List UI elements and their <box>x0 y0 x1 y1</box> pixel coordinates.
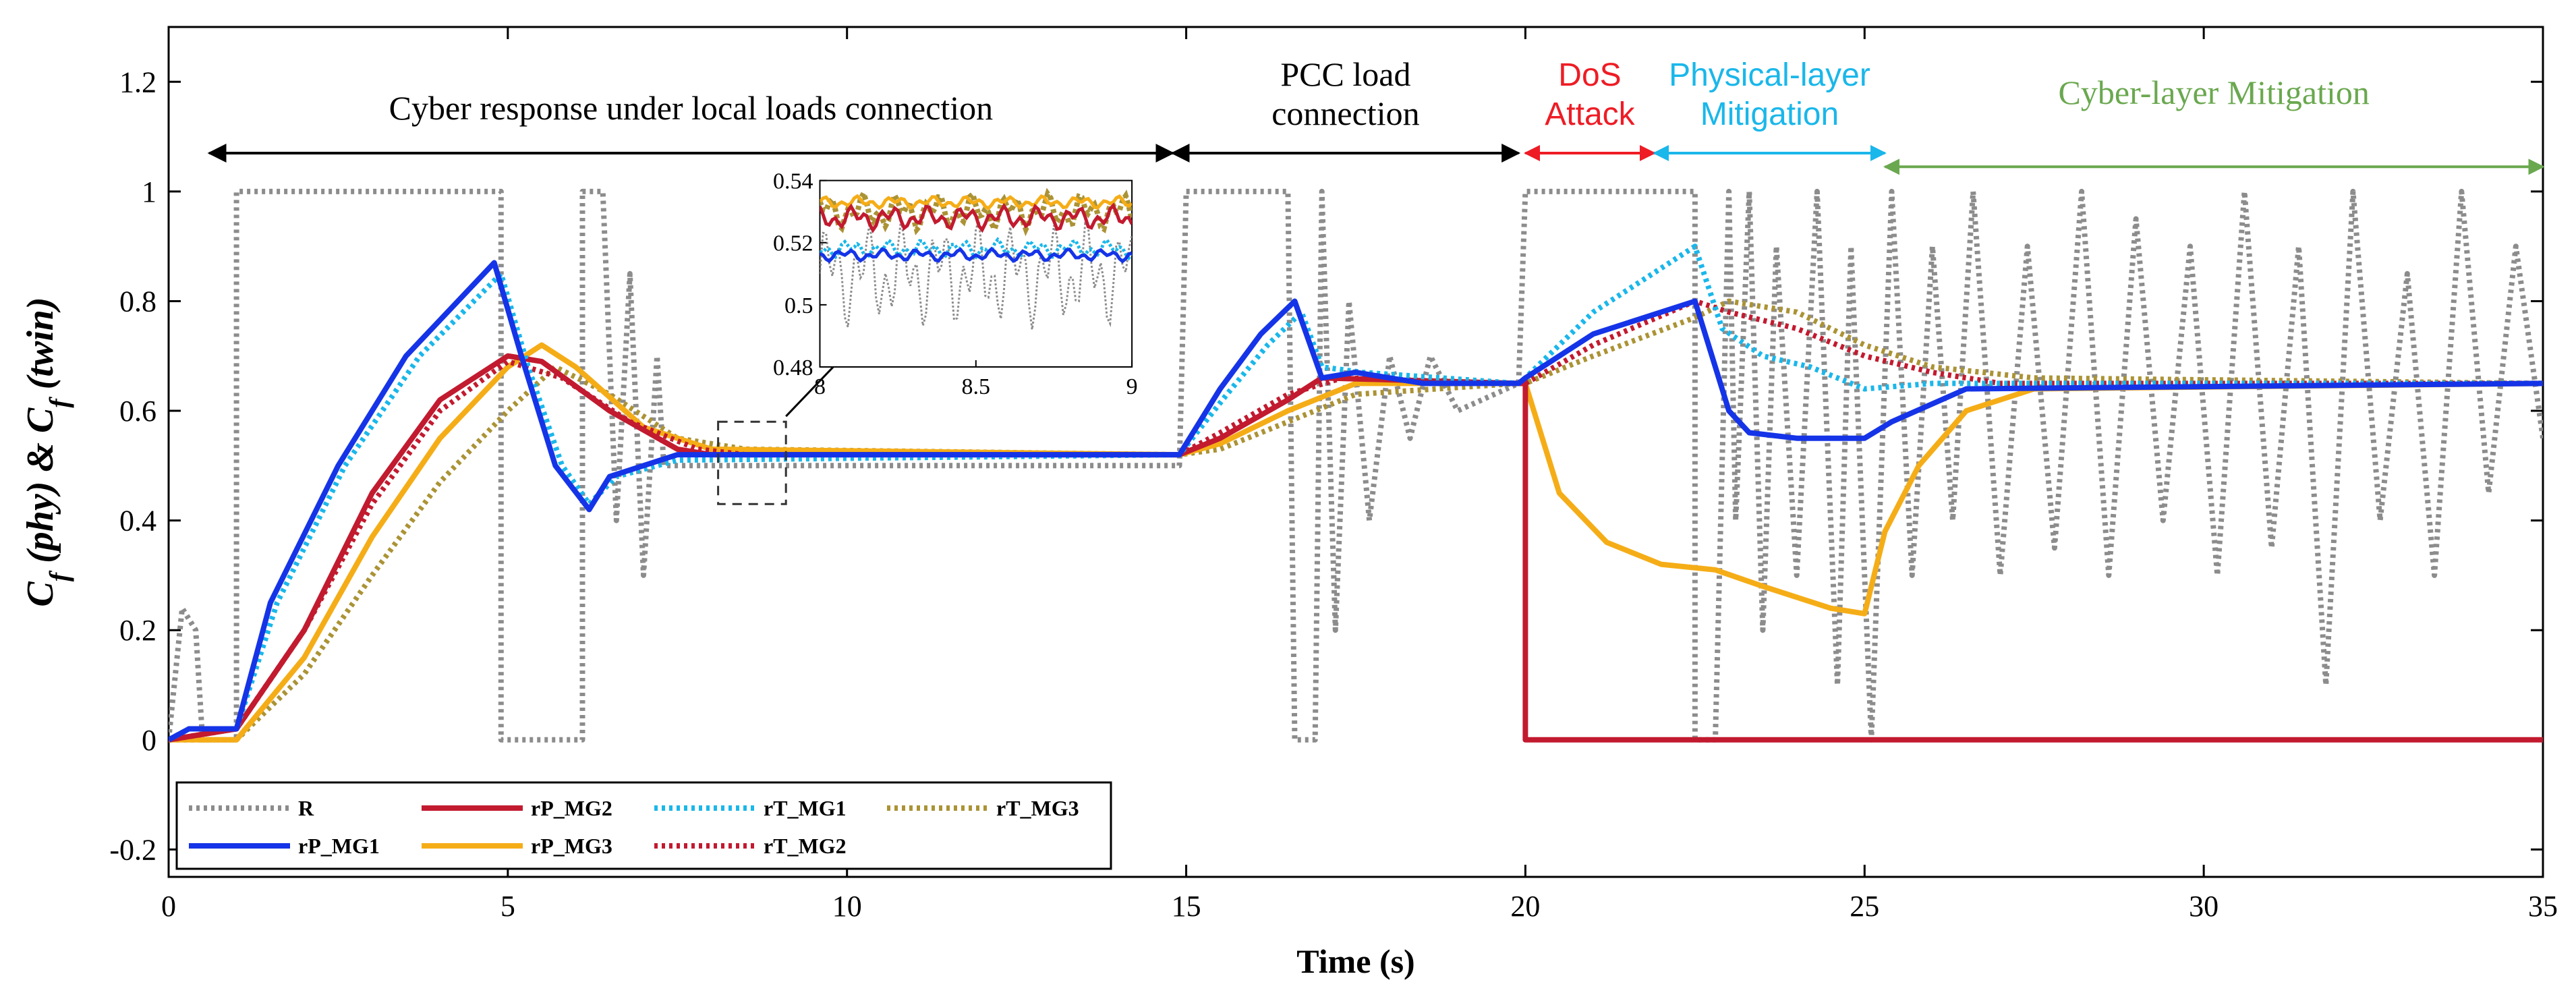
annotation-line: DoS <box>1558 57 1621 93</box>
y-tick-label: 0.8 <box>119 285 156 318</box>
inset-series-rT_MG3 <box>820 186 1133 237</box>
legend-label-rT_MG2: rT_MG2 <box>764 834 847 858</box>
x-tick-label: 35 <box>2528 890 2558 923</box>
inset-x-tick-label: 8 <box>814 374 826 399</box>
annotation-line: Physical-layer <box>1669 57 1870 93</box>
x-tick-label: 0 <box>161 890 176 923</box>
y-tick-label: 1 <box>142 175 156 208</box>
annotation-line: Cyber response under local loads connect… <box>389 89 994 127</box>
inset-series-rP_MG1 <box>820 246 1133 264</box>
annotation-label-phys: Physical-layer Mitigation <box>1669 57 1870 132</box>
annotation-line: PCC load <box>1280 55 1410 93</box>
x-axis-label: Time (s) <box>1296 942 1414 980</box>
zoom-box <box>717 420 787 505</box>
y-axis-label-part: (twin) <box>20 297 61 399</box>
x-tick-label: 30 <box>2189 890 2219 923</box>
series-rT_MG1 <box>169 244 2543 743</box>
series-R <box>169 188 2543 743</box>
inset-series-group <box>820 186 1133 330</box>
y-tick-label: 0.6 <box>119 395 156 428</box>
series-rT_MG3 <box>169 298 2543 743</box>
legend-label-R: R <box>298 796 314 820</box>
legend-label-rT_MG3: rT_MG3 <box>996 796 1079 820</box>
inset-series-rP_MG2 <box>820 202 1133 233</box>
y-tick-label: 0.4 <box>119 505 156 538</box>
series-rP_MG1 <box>169 260 2543 743</box>
inset-x-tick-label: 9 <box>1126 374 1138 399</box>
x-tick-label: 15 <box>1172 890 1201 923</box>
y-tick-label: 0.2 <box>119 614 156 647</box>
legend-label-rP_MG1: rP_MG1 <box>298 834 380 858</box>
series-rP_MG3 <box>169 342 2543 743</box>
annotation-label-local: Cyber response under local loads connect… <box>389 89 994 127</box>
y-axis-label-part: C <box>20 581 61 607</box>
legend-label-rT_MG1: rT_MG1 <box>764 796 847 820</box>
inset-y-tick-label: 0.52 <box>773 231 813 256</box>
plot-frame <box>167 26 2544 878</box>
inset-x-tick-label: 8.5 <box>962 374 991 399</box>
series-group <box>169 188 2543 743</box>
y-tick-label: -0.2 <box>109 833 156 866</box>
y-axis-label-part: (phy) & <box>20 433 61 573</box>
legend-label-rP_MG2: rP_MG2 <box>531 796 612 820</box>
inset-series-rP_MG3 <box>820 194 1133 211</box>
y-axis-label: Cf (phy) & Cf (twin) <box>20 297 74 606</box>
inset-y-tick-label: 0.54 <box>773 169 813 194</box>
annotation-line: Attack <box>1545 96 1635 132</box>
x-tick-label: 5 <box>500 890 515 923</box>
x-tick-label: 20 <box>1510 890 1540 923</box>
annotation-label-cyber: Cyber-layer Mitigation <box>2059 74 2370 111</box>
y-tick-label: 0 <box>142 724 156 757</box>
x-tick-label: 10 <box>832 890 862 923</box>
annotation-label-dos: DoS Attack <box>1545 57 1635 132</box>
inset-y-tick-label: 0.5 <box>784 293 813 318</box>
x-tick-label: 25 <box>1850 890 1879 923</box>
annotation-line: connection <box>1271 94 1419 132</box>
series-rP_MG2 <box>169 353 2543 743</box>
y-axis-label-part: f <box>44 397 74 408</box>
y-axis-label-part: C <box>20 407 61 433</box>
inset-series-R <box>820 219 1133 330</box>
annotation-line: Mitigation <box>1700 96 1839 132</box>
legend-label-rP_MG3: rP_MG3 <box>531 834 612 858</box>
series-rT_MG2 <box>169 298 2543 743</box>
legend-box <box>175 781 1112 870</box>
annotation-line: Cyber-layer Mitigation <box>2059 74 2370 111</box>
annotation-label-pcc: PCC load connection <box>1271 55 1419 132</box>
y-tick-label: 1.2 <box>119 65 156 98</box>
inset-y-tick-label: 0.48 <box>773 355 813 380</box>
y-axis-label-part: f <box>44 570 74 581</box>
inset-frame <box>819 179 1133 368</box>
